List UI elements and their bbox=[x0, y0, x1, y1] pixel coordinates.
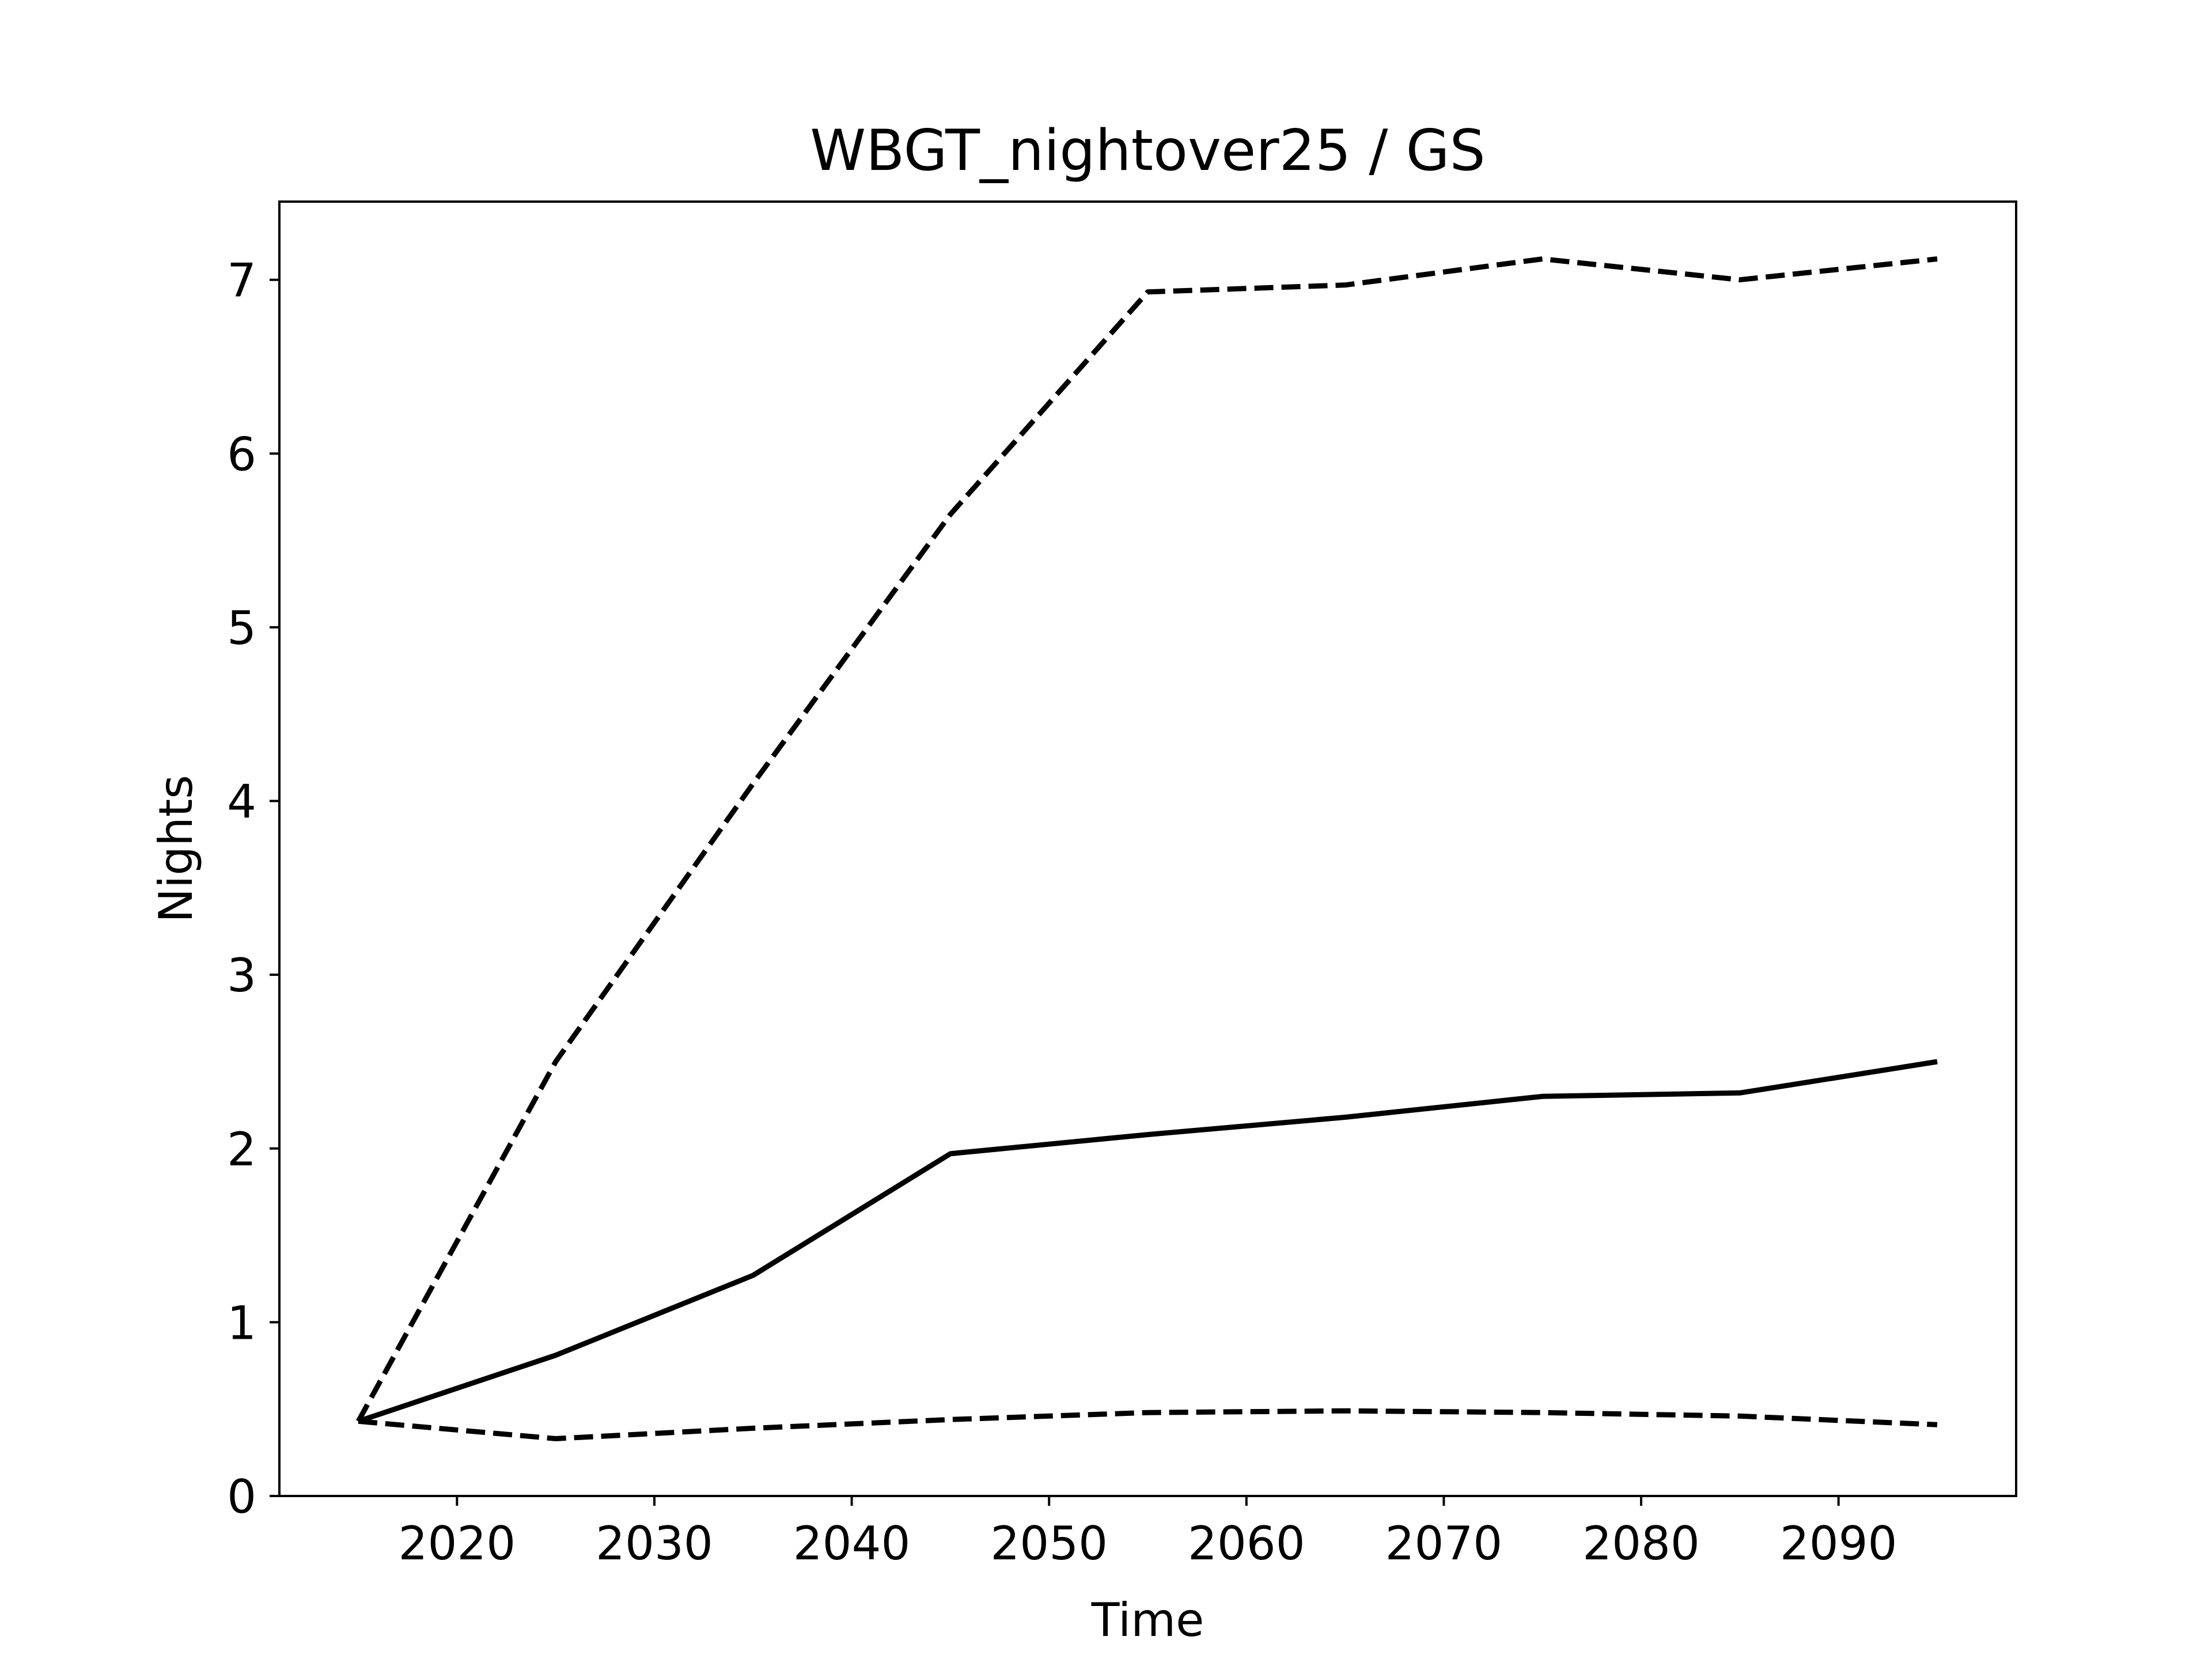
x-tick-label: 2020 bbox=[399, 1517, 516, 1570]
y-tick-label: 1 bbox=[227, 1296, 256, 1350]
x-tick-label: 2050 bbox=[990, 1517, 1108, 1570]
series-layer bbox=[356, 256, 1938, 1441]
chart-title: WBGT_nightover25 / GS bbox=[810, 118, 1486, 184]
y-tick-label: 6 bbox=[227, 427, 256, 481]
plot-frame bbox=[278, 200, 2017, 1497]
y-axis-label: Nights bbox=[149, 775, 203, 923]
y-tick-label: 7 bbox=[227, 254, 256, 308]
y-axis: 0 1 2 3 4 5 6 7 bbox=[227, 254, 279, 1524]
y-tick-label: 3 bbox=[227, 949, 256, 1002]
y-tick-label: 4 bbox=[227, 775, 256, 829]
y-tick-label: 5 bbox=[227, 601, 256, 655]
x-tick-label: 2040 bbox=[793, 1517, 911, 1570]
x-tick-label: 2080 bbox=[1582, 1517, 1700, 1570]
x-tick-label: 2030 bbox=[596, 1517, 713, 1570]
series-line-3-dashed bbox=[358, 1408, 1938, 1441]
y-tick-label: 2 bbox=[227, 1123, 256, 1176]
x-axis: 2020 2030 2040 2050 2060 2070 2080 2090 bbox=[399, 1496, 1897, 1570]
x-axis-label: Time bbox=[1091, 1593, 1205, 1647]
x-tick-label: 2070 bbox=[1385, 1517, 1503, 1570]
series-line-1-solid bbox=[357, 1059, 1938, 1424]
x-tick-label: 2090 bbox=[1780, 1517, 1897, 1570]
series-line-2-dashed bbox=[356, 256, 1938, 1423]
x-tick-label: 2060 bbox=[1188, 1517, 1305, 1570]
y-tick-label: 0 bbox=[227, 1470, 256, 1524]
